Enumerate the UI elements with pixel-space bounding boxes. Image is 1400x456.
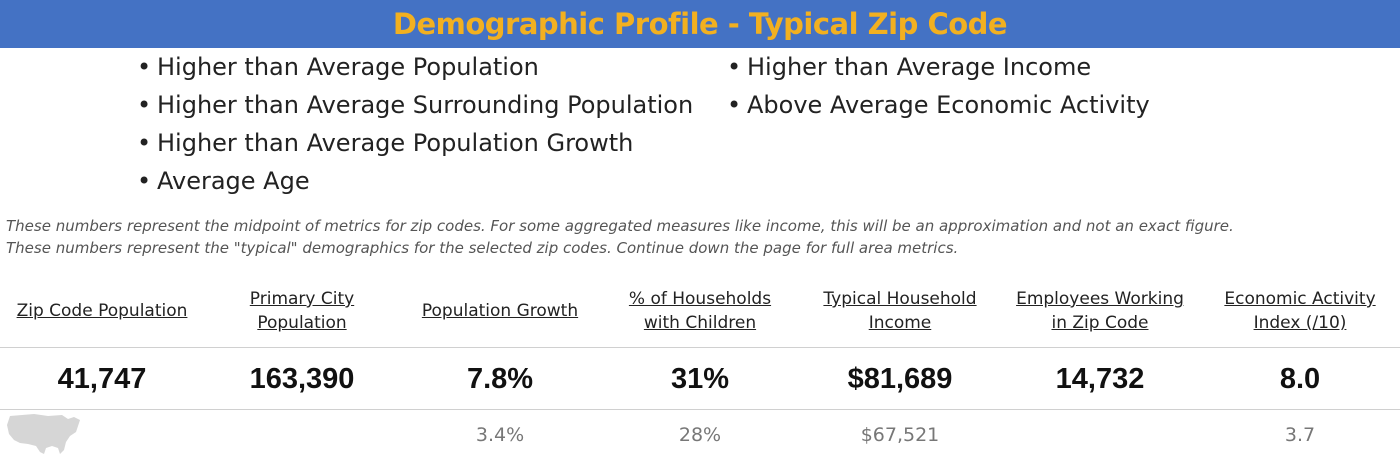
usa-map-icon (7, 414, 80, 454)
bullet-list-left: • Higher than Average Population • Higher … (137, 52, 693, 204)
metric-headers: Zip Code Population Primary City Populati… (0, 280, 1400, 342)
value-employees-working: 14,732 (1055, 363, 1145, 395)
note-line: These numbers represent the "typical" de… (6, 239, 959, 257)
header-line: Index (/10) (1253, 313, 1347, 333)
value-typical-household-income: $81,689 (847, 363, 953, 395)
bullet-item: • Higher than Average Population Growth (137, 128, 693, 166)
header-typical-household-income: Typical Household Income (800, 280, 1000, 342)
value-economic-activity-index: 8.0 (1279, 363, 1321, 395)
comparison-economic-activity-index: 3.7 (1284, 424, 1316, 446)
header-economic-activity-index: Economic Activity Index (/10) (1200, 280, 1400, 342)
header-zip-code-population: Zip Code Population (0, 280, 204, 342)
comparison-row: 3.4% 28% $67,521 3.7 (0, 415, 1400, 456)
value-primary-city-population: 163,390 (249, 363, 355, 395)
comparison-population-growth: 3.4% (475, 424, 525, 446)
header-line: Zip Code Population (16, 301, 188, 321)
header-line: in Zip Code (1051, 313, 1149, 333)
value-households-with-children: 31% (670, 363, 730, 395)
header-line: Income (868, 313, 932, 333)
header-line: % of Households (628, 289, 772, 309)
header-line: Economic Activity (1224, 289, 1376, 309)
bullet-dot: • (137, 167, 152, 195)
value-population-growth: 7.8% (466, 363, 534, 395)
bullet-text: Higher than Average Income (747, 53, 1092, 81)
bullet-text: Higher than Average Population Growth (157, 129, 634, 157)
bullet-item: • Higher than Average Population (137, 52, 693, 90)
header-households-with-children: % of Households with Children (600, 280, 800, 342)
metric-values: 41,747 163,390 7.8% 31% $81,689 14,732 8… (0, 352, 1400, 406)
comparison-typical-household-income: $67,521 (860, 424, 940, 446)
bullet-dot: • (137, 91, 152, 119)
bullet-item: • Higher than Average Income (727, 52, 1150, 90)
bullet-dot: • (727, 91, 742, 119)
bullet-dot: • (137, 129, 152, 157)
bullet-item: • Higher than Average Surrounding Populat… (137, 90, 693, 128)
header-population-growth: Population Growth (400, 280, 600, 342)
header-line: Employees Working (1016, 289, 1184, 309)
bullet-item: • Average Age (137, 166, 693, 204)
header-line: Population Growth (421, 301, 579, 321)
methodology-note: These numbers represent the midpoint of … (6, 215, 1234, 259)
bullet-dot: • (137, 53, 152, 81)
bullet-text: Higher than Average Population (157, 53, 539, 81)
header-line: with Children (643, 313, 757, 333)
bullet-text: Average Age (157, 167, 310, 195)
bullet-text: Higher than Average Surrounding Populati… (157, 91, 694, 119)
note-line: These numbers represent the midpoint of … (6, 217, 1234, 235)
title-bar: Demographic Profile - Typical Zip Code (0, 0, 1400, 48)
bullet-list-right: • Higher than Average Income • Above Avera… (727, 52, 1150, 128)
header-line: Population (257, 313, 347, 333)
divider (0, 347, 1400, 348)
bullet-text: Above Average Economic Activity (747, 91, 1150, 119)
value-zip-code-population: 41,747 (57, 363, 147, 395)
header-employees-working: Employees Working in Zip Code (1000, 280, 1200, 342)
comparison-households-with-children: 28% (678, 424, 722, 446)
page-title: Demographic Profile - Typical Zip Code (392, 7, 1008, 41)
bullet-item: • Above Average Economic Activity (727, 90, 1150, 128)
divider (0, 409, 1400, 410)
bullet-dot: • (727, 53, 742, 81)
header-line: Typical Household (823, 289, 977, 309)
header-line: Primary City (249, 289, 355, 309)
header-primary-city-population: Primary City Population (202, 280, 402, 342)
